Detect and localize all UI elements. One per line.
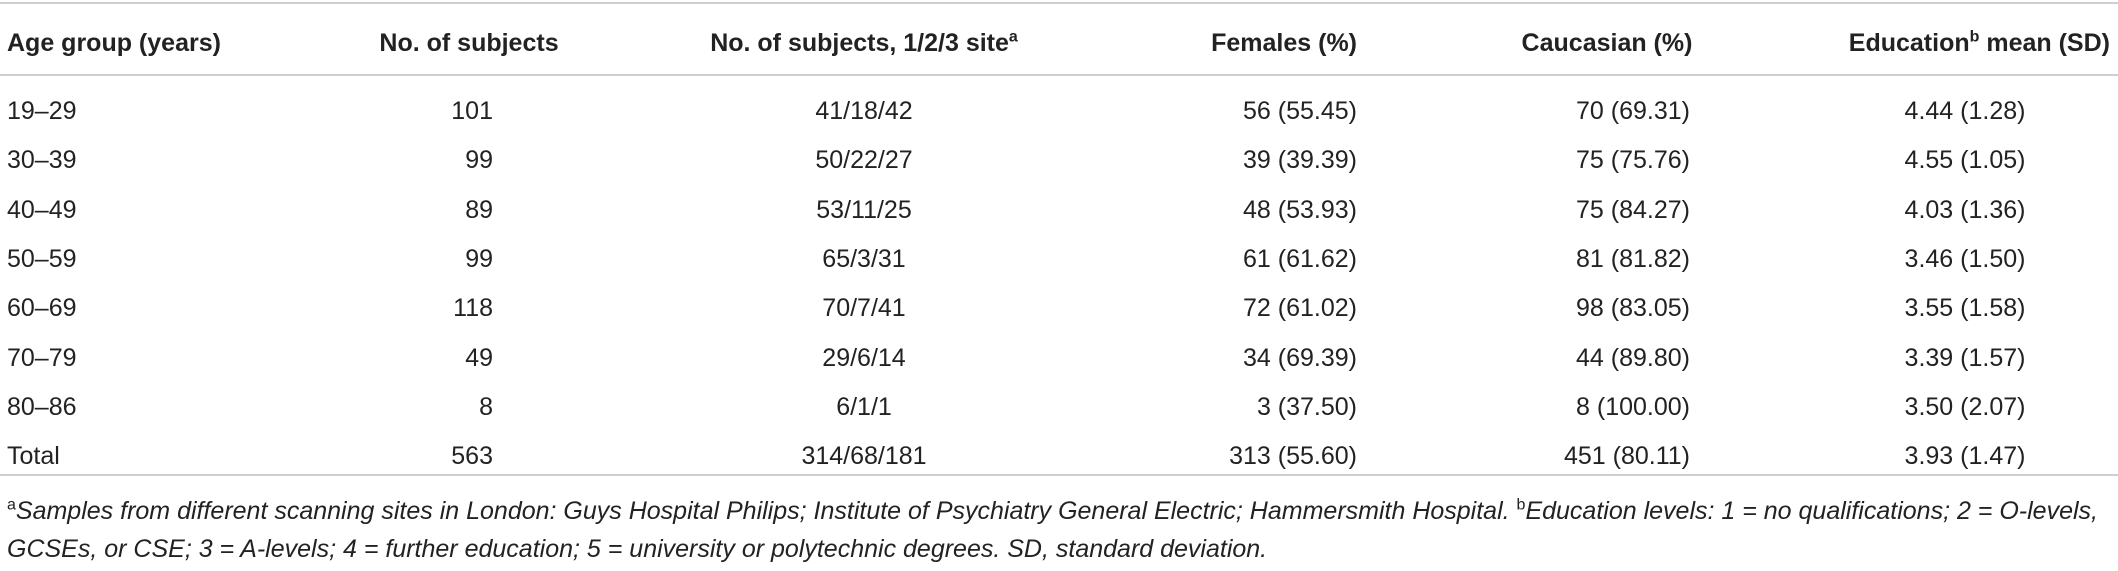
table-cell: 80–86: [7, 392, 77, 421]
table-cell: 8 (100.00): [1576, 392, 1690, 421]
table-cell: 3.39 (1.57): [1904, 343, 2026, 372]
table-cell: 40–49: [7, 195, 77, 224]
table-cell: 44 (89.80): [1576, 343, 1690, 372]
header-cell: Caucasian (%): [1522, 28, 1693, 58]
table-cell: 65/3/31: [822, 244, 906, 273]
table-cell: 70–79: [7, 343, 77, 372]
header-cell: Educationb mean (SD): [1849, 28, 2110, 58]
table-cell: 6/1/1: [836, 392, 892, 421]
header-text: Education: [1848, 29, 1970, 57]
table-cell: 34 (69.39): [1243, 343, 1357, 372]
table-cell: 81 (81.82): [1576, 244, 1690, 273]
table-cell: 99: [465, 146, 493, 175]
table-cell: 75 (84.27): [1576, 195, 1690, 224]
table-cell: 99: [465, 244, 493, 273]
header-superscript: b: [1969, 28, 1980, 46]
footnote-text: Samples from different scanning sites in…: [15, 497, 1517, 525]
bottom-rule: [0, 474, 2118, 476]
table-cell: 451 (80.11): [1563, 442, 1690, 471]
header-text: Age group (years): [7, 29, 221, 57]
table-cell: 49: [465, 343, 493, 372]
table-cell: 56 (55.45): [1243, 97, 1357, 125]
header-text: Caucasian (%): [1521, 29, 1693, 57]
table-cell: 3.46 (1.50): [1904, 244, 2026, 273]
header-rule: [0, 74, 2118, 76]
table-cell: 29/6/14: [822, 343, 906, 372]
table-cell: 118: [453, 294, 493, 323]
header-text: mean (SD): [1979, 29, 2110, 57]
footnote-text: Education levels: 1 = no qualifications;…: [7, 497, 2098, 563]
table-cell: 60–69: [7, 294, 77, 323]
header-text: Females (%): [1211, 29, 1357, 57]
table-cell: 8: [479, 392, 493, 421]
header-text: No. of subjects: [379, 29, 559, 57]
table-cell: 70/7/41: [822, 294, 906, 323]
footnote-mark: a: [7, 496, 16, 514]
table-cell: 3 (37.50): [1256, 392, 1357, 421]
table-cell: 314/68/181: [801, 442, 927, 471]
table-cell: 313 (55.60): [1229, 442, 1357, 471]
footnote-mark: b: [1516, 496, 1526, 514]
table-cell: 50–59: [7, 244, 77, 273]
table-cell: 75 (75.76): [1576, 146, 1690, 175]
table-cell: 89: [465, 195, 493, 224]
header-cell: Females (%): [1211, 28, 1357, 58]
table-cell: 3.55 (1.58): [1904, 294, 2026, 323]
table-cell: 563: [451, 442, 493, 471]
table-cell: 61 (61.62): [1243, 244, 1357, 273]
table-cell: 98 (83.05): [1576, 294, 1690, 323]
table-cell: 39 (39.39): [1243, 146, 1357, 175]
table-cell: Total: [7, 442, 60, 471]
table-cell: 19–29: [7, 97, 77, 125]
footnote: aSamples from different scanning sites i…: [7, 492, 2112, 568]
table-cell: 72 (61.02): [1243, 294, 1357, 323]
table-cell: 101: [451, 97, 493, 125]
table-cell: 50/22/27: [815, 146, 913, 175]
header-text: No. of subjects, 1/2/3 site: [710, 29, 1009, 57]
header-cell: No. of subjects: [379, 28, 558, 58]
table-cell: 41/18/42: [815, 97, 913, 125]
header-cell: Age group (years): [7, 28, 221, 58]
table-cell: 4.03 (1.36): [1904, 195, 2026, 224]
table-cell: 30–39: [7, 146, 77, 175]
table-cell: 48 (53.93): [1243, 195, 1357, 224]
header-superscript: a: [1008, 28, 1018, 46]
top-rule: [0, 2, 2118, 4]
table-cell: 4.44 (1.28): [1904, 97, 2026, 125]
table-cell: 4.55 (1.05): [1904, 146, 2026, 175]
table-cell: 70 (69.31): [1576, 97, 1690, 125]
header-cell: No. of subjects, 1/2/3 sitea: [710, 28, 1018, 58]
table-cell: 53/11/25: [816, 195, 912, 224]
table-cell: 3.50 (2.07): [1904, 392, 2026, 421]
table-cell: 3.93 (1.47): [1904, 442, 2026, 471]
